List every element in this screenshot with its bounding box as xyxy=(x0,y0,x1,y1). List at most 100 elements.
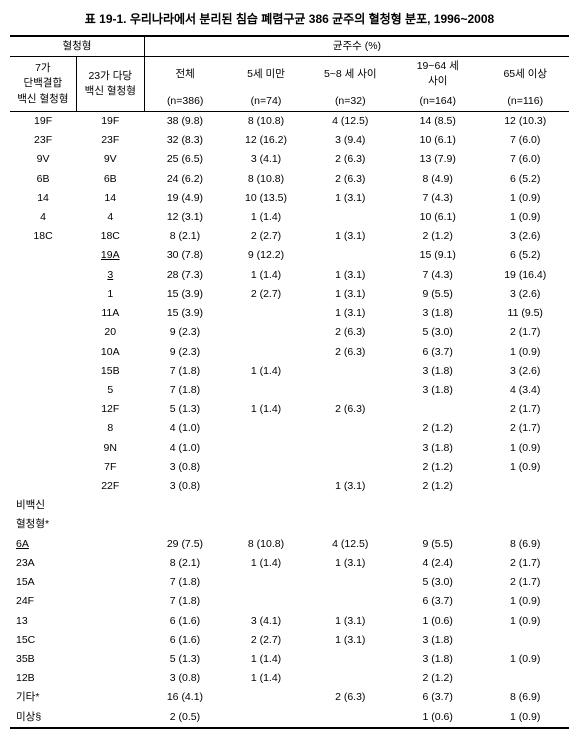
cell: 3 (1.8) xyxy=(394,439,481,458)
cell: 1 (0.9) xyxy=(481,439,569,458)
cell: 2 (1.7) xyxy=(481,419,569,438)
cell: 미상§ xyxy=(10,708,76,728)
cell xyxy=(10,266,76,285)
cell xyxy=(307,669,394,688)
cell: 기타* xyxy=(10,688,76,707)
cell xyxy=(307,208,394,227)
cell: 9 (12.2) xyxy=(225,246,306,265)
cell: 6 (3.7) xyxy=(394,688,481,707)
cell: 1 xyxy=(76,285,144,304)
cell xyxy=(307,592,394,611)
cell: 1 (3.1) xyxy=(307,189,394,208)
cell: 8 (4.9) xyxy=(394,170,481,189)
cell: 7 (1.8) xyxy=(144,592,225,611)
cell xyxy=(76,650,144,669)
cell: 3 (2.6) xyxy=(481,362,569,381)
cell xyxy=(481,631,569,650)
cell: 2 (6.3) xyxy=(307,170,394,189)
cell xyxy=(225,458,306,477)
cell: 12F xyxy=(76,400,144,419)
cell: 2 (2.7) xyxy=(225,285,306,304)
cell: 1 (0.9) xyxy=(481,708,569,728)
cell: 29 (7.5) xyxy=(144,535,225,554)
cell: 15B xyxy=(76,362,144,381)
cell: 1 (3.1) xyxy=(307,477,394,496)
cell: 1 (1.4) xyxy=(225,362,306,381)
cell xyxy=(10,304,76,323)
cell: 23F xyxy=(76,131,144,150)
cell: 14 xyxy=(76,189,144,208)
table-row: 10A9 (2.3)2 (6.3)6 (3.7)1 (0.9) xyxy=(10,343,569,362)
cell xyxy=(10,400,76,419)
cell: 2 (2.7) xyxy=(225,227,306,246)
header-col1: 23가 다당백신 혈청형 xyxy=(76,57,144,112)
cell: 3 (1.8) xyxy=(394,381,481,400)
table-row: 19F19F38 (9.8)8 (10.8)4 (12.5)14 (8.5)12… xyxy=(10,111,569,131)
header-col5-l1: 19~64 세사이 xyxy=(394,57,481,92)
cell: 1 (0.9) xyxy=(481,208,569,227)
cell: 3 (1.8) xyxy=(394,631,481,650)
cell: 1 (1.4) xyxy=(225,650,306,669)
table-row: 24F7 (1.8)6 (3.7)1 (0.9) xyxy=(10,592,569,611)
header-col2-l2: (n=386) xyxy=(144,92,225,112)
cell: 2 (1.7) xyxy=(481,554,569,573)
cell xyxy=(10,458,76,477)
cell xyxy=(225,439,306,458)
cell: 1 (1.4) xyxy=(225,554,306,573)
cell xyxy=(307,246,394,265)
cell: 9N xyxy=(76,439,144,458)
cell: 23F xyxy=(10,131,76,150)
cell: 2 (1.2) xyxy=(394,477,481,496)
header-group-strains: 균주수 (%) xyxy=(144,36,569,57)
cell xyxy=(76,515,144,534)
cell xyxy=(225,708,306,728)
cell xyxy=(307,381,394,400)
header-col4-l1: 5~8 세 사이 xyxy=(307,57,394,92)
cell: 1 (0.9) xyxy=(481,612,569,631)
cell xyxy=(225,592,306,611)
cell: 8 xyxy=(76,419,144,438)
cell: 14 xyxy=(10,189,76,208)
table-row: 15B7 (1.8)1 (1.4)3 (1.8)3 (2.6) xyxy=(10,362,569,381)
cell xyxy=(225,477,306,496)
cell: 3 (0.8) xyxy=(144,669,225,688)
cell: 10 (6.1) xyxy=(394,131,481,150)
cell xyxy=(481,515,569,534)
cell: 4 (2.4) xyxy=(394,554,481,573)
table-row: 328 (7.3)1 (1.4)1 (3.1)7 (4.3)19 (16.4) xyxy=(10,266,569,285)
cell: 1 (3.1) xyxy=(307,304,394,323)
cell: 5 (3.0) xyxy=(394,573,481,592)
table-row: 9V9V25 (6.5)3 (4.1)2 (6.3)13 (7.9)7 (6.0… xyxy=(10,150,569,169)
cell: 1 (1.4) xyxy=(225,266,306,285)
cell: 8 (10.8) xyxy=(225,535,306,554)
cell: 5 (1.3) xyxy=(144,400,225,419)
cell: 9V xyxy=(76,150,144,169)
cell: 10 (13.5) xyxy=(225,189,306,208)
cell: 2 (1.2) xyxy=(394,669,481,688)
cell: 1 (3.1) xyxy=(307,612,394,631)
cell: 1 (3.1) xyxy=(307,266,394,285)
table-row: 57 (1.8)3 (1.8)4 (3.4) xyxy=(10,381,569,400)
cell: 4 (1.0) xyxy=(144,419,225,438)
cell: 30 (7.8) xyxy=(144,246,225,265)
cell xyxy=(225,496,306,515)
cell: 28 (7.3) xyxy=(144,266,225,285)
cell: 1 (3.1) xyxy=(307,285,394,304)
cell: 10 (6.1) xyxy=(394,208,481,227)
cell: 6 (1.6) xyxy=(144,612,225,631)
cell: 2 (6.3) xyxy=(307,323,394,342)
header-col6-l1: 65세 이상 xyxy=(481,57,569,92)
header-col0: 7가단백결합백신 혈청형 xyxy=(10,57,76,112)
cell: 24 (6.2) xyxy=(144,170,225,189)
cell: 22F xyxy=(76,477,144,496)
cell: 19F xyxy=(10,111,76,131)
header-col3-l1: 5세 미만 xyxy=(225,57,306,92)
cell: 12 (10.3) xyxy=(481,111,569,131)
cell xyxy=(307,419,394,438)
table-row: 6A29 (7.5)8 (10.8)4 (12.5)9 (5.5)8 (6.9) xyxy=(10,535,569,554)
cell: 16 (4.1) xyxy=(144,688,225,707)
cell: 8 (10.8) xyxy=(225,111,306,131)
cell: 10A xyxy=(76,343,144,362)
cell xyxy=(10,419,76,438)
cell: 6B xyxy=(76,170,144,189)
